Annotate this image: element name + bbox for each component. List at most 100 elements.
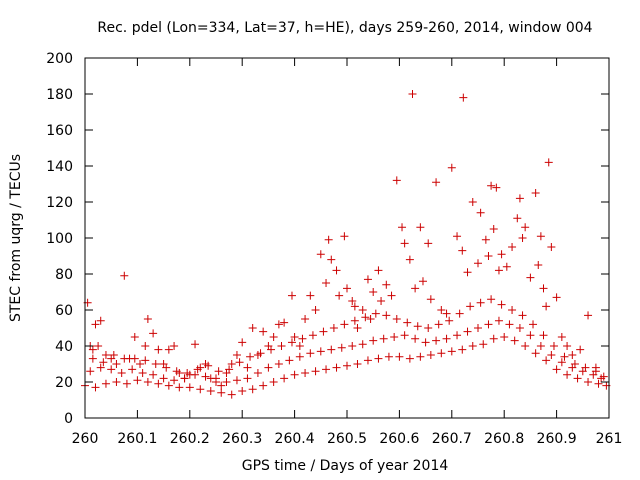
data-point (487, 295, 496, 304)
data-point (225, 365, 234, 374)
data-point (497, 300, 506, 309)
data-point (398, 223, 407, 232)
x-axis-label: GPS time / Days of year 2014 (242, 458, 449, 474)
data-point (164, 381, 173, 390)
data-point (379, 334, 388, 343)
data-point (287, 338, 296, 347)
data-point (238, 338, 247, 347)
data-point (332, 363, 341, 372)
data-point (154, 345, 163, 354)
data-point (86, 367, 95, 376)
data-point (544, 158, 553, 167)
data-point (274, 360, 283, 368)
data-point (442, 309, 451, 318)
data-point (141, 356, 150, 365)
data-point (353, 324, 362, 332)
data-point (392, 176, 401, 185)
data-point (136, 360, 145, 368)
data-point (301, 315, 310, 323)
x-tick-label: 260.1 (117, 431, 157, 447)
data-point (366, 315, 375, 323)
data-point (363, 356, 372, 365)
data-point (280, 318, 289, 327)
data-point (185, 383, 194, 392)
data-point (217, 388, 226, 397)
data-point (96, 363, 105, 372)
data-point (308, 331, 317, 340)
data-point (474, 324, 482, 332)
data-point (536, 232, 545, 241)
x-tick-label: 260.5 (327, 431, 367, 447)
data-point (238, 387, 247, 395)
data-point (445, 316, 454, 325)
data-point (570, 360, 579, 368)
data-point (222, 378, 231, 386)
data-point (212, 374, 220, 383)
data-point (508, 243, 517, 251)
data-point (130, 333, 139, 341)
data-point (277, 342, 286, 350)
data-point (458, 246, 467, 255)
y-tick-label: 200 (46, 51, 73, 67)
data-point (369, 288, 378, 296)
data-point (531, 189, 540, 197)
data-point (594, 379, 603, 388)
data-point (149, 370, 158, 379)
data-point (206, 387, 215, 395)
data-point (526, 331, 535, 340)
data-point (531, 349, 540, 358)
data-point (374, 354, 383, 363)
data-point (130, 354, 139, 363)
data-point (552, 365, 561, 374)
data-point (534, 261, 543, 269)
data-point (599, 372, 608, 381)
data-point (487, 181, 496, 190)
data-point (468, 342, 477, 350)
data-point (542, 302, 551, 311)
data-point (232, 351, 241, 359)
data-point (107, 365, 116, 374)
y-tick-label: 140 (46, 159, 73, 175)
data-point (290, 333, 299, 341)
data-point (510, 336, 519, 345)
data-point (214, 367, 223, 376)
data-point (453, 331, 462, 340)
data-point (518, 234, 527, 242)
data-point (322, 365, 331, 374)
data-point (539, 331, 548, 340)
data-point (243, 374, 252, 383)
data-point (508, 306, 517, 314)
data-point (576, 345, 585, 354)
data-point (529, 320, 538, 329)
data-point (563, 342, 572, 350)
data-point (353, 360, 362, 368)
data-point (306, 349, 315, 358)
data-point (497, 250, 506, 259)
data-point (536, 342, 545, 350)
data-point (492, 183, 501, 192)
data-point (196, 385, 205, 394)
data-point (122, 379, 131, 388)
data-point (332, 266, 341, 275)
data-point (280, 374, 289, 383)
data-point (432, 178, 441, 187)
data-point (494, 316, 503, 325)
data-point (335, 291, 344, 300)
data-point (141, 342, 150, 350)
data-point (143, 378, 152, 386)
data-point (99, 358, 108, 367)
data-point (392, 315, 401, 323)
data-point (316, 347, 325, 356)
data-point (476, 298, 485, 307)
data-point (453, 232, 462, 241)
data-point (159, 374, 168, 383)
data-point (253, 369, 262, 377)
x-tick-label: 260.8 (484, 431, 524, 447)
data-point (547, 351, 556, 359)
data-point (502, 262, 511, 271)
data-point (274, 320, 283, 329)
data-point (405, 354, 414, 363)
y-tick-label: 100 (46, 231, 73, 247)
data-point (112, 360, 121, 368)
data-point (426, 295, 435, 304)
